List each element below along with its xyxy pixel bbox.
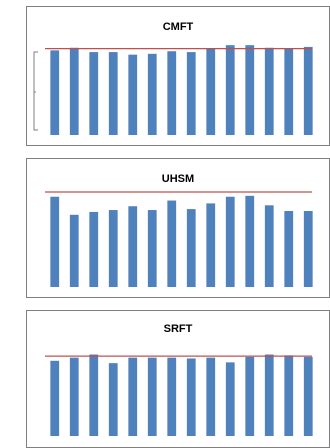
bar (245, 356, 255, 436)
bar-chart-2 (45, 191, 313, 287)
chart-title: UHSM (161, 173, 195, 185)
bar (206, 48, 216, 135)
bar (284, 211, 294, 287)
bar (245, 195, 255, 287)
bar (108, 363, 118, 436)
bar (284, 48, 294, 135)
bar (50, 50, 60, 135)
bar (128, 357, 138, 436)
bar (225, 45, 235, 135)
bar (284, 355, 294, 436)
bar (186, 52, 196, 136)
chart-title: SRFT (163, 323, 193, 335)
bar (264, 47, 274, 135)
bar (128, 54, 138, 135)
bar (147, 357, 157, 436)
bar (303, 211, 313, 287)
bar (50, 360, 60, 436)
bar (89, 52, 99, 136)
bar (167, 51, 177, 136)
bar (225, 196, 235, 287)
bar (264, 205, 274, 287)
bar (225, 362, 235, 436)
bar (186, 358, 196, 436)
bar (167, 200, 177, 287)
bar (50, 196, 60, 287)
bar (147, 210, 157, 287)
bar (186, 209, 196, 287)
axis-bracket (33, 51, 38, 131)
bar-chart-1 (45, 45, 313, 136)
bar (89, 211, 99, 287)
bar (108, 210, 118, 287)
bar (89, 354, 99, 436)
bar (245, 45, 255, 135)
bar (69, 357, 79, 436)
chart-title: CMFT (162, 21, 194, 33)
bar (69, 47, 79, 135)
bar (108, 52, 118, 136)
bar (264, 354, 274, 436)
bar (206, 203, 216, 287)
bar (303, 356, 313, 436)
bar-chart-3 (45, 354, 313, 436)
bar (167, 357, 177, 436)
bar (128, 206, 138, 287)
bar (303, 46, 313, 135)
bar (69, 214, 79, 287)
bar (206, 357, 216, 436)
bar (147, 53, 157, 135)
